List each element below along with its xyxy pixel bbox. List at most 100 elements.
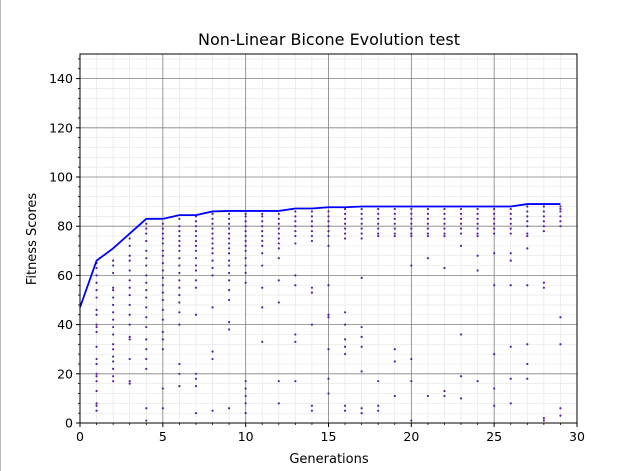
data-point — [277, 212, 280, 215]
data-point — [410, 212, 413, 215]
data-point — [112, 303, 115, 307]
data-point — [128, 286, 131, 289]
y-tick-label: 60 — [57, 268, 73, 283]
data-point — [228, 328, 231, 331]
data-point — [261, 286, 264, 289]
data-point — [178, 225, 181, 228]
data-point — [277, 222, 280, 225]
data-point — [542, 210, 545, 213]
data-point — [310, 210, 314, 213]
data-point — [112, 348, 115, 351]
data-point — [145, 316, 148, 319]
data-point — [145, 281, 148, 284]
data-point — [393, 394, 396, 398]
data-point — [327, 225, 330, 228]
data-point — [178, 249, 181, 252]
data-point — [145, 338, 148, 341]
data-point — [493, 222, 496, 225]
data-point — [327, 392, 330, 395]
data-point — [327, 313, 330, 316]
data-point — [310, 215, 314, 218]
y-axis-ticks: 0 20 40 60 80 100 120 140 — [49, 58, 80, 431]
data-point — [128, 269, 131, 272]
data-point — [493, 252, 496, 255]
data-point — [393, 348, 396, 351]
data-point — [145, 227, 148, 230]
data-point — [161, 242, 164, 245]
data-point — [145, 367, 148, 370]
data-point — [310, 291, 314, 294]
data-point — [95, 402, 98, 405]
data-point — [244, 380, 247, 383]
data-point — [443, 266, 446, 270]
x-tick-label: 30 — [569, 429, 585, 444]
y-tick-label: 20 — [57, 366, 73, 381]
data-point — [443, 232, 446, 235]
data-point — [294, 242, 297, 245]
data-point — [145, 325, 148, 329]
data-point — [327, 284, 330, 287]
data-point — [211, 350, 214, 353]
best-fitness-line — [79, 203, 561, 308]
data-point — [145, 348, 148, 351]
data-point — [95, 296, 98, 299]
data-point — [178, 301, 181, 304]
data-point — [526, 225, 529, 228]
y-tick-label: 120 — [49, 120, 73, 135]
data-point — [277, 279, 280, 282]
data-point — [493, 404, 496, 407]
data-point — [393, 222, 396, 225]
data-point — [211, 212, 214, 215]
data-point — [228, 289, 231, 292]
data-point — [559, 215, 562, 218]
data-point — [294, 210, 297, 213]
data-point — [194, 220, 198, 223]
data-point — [211, 306, 214, 309]
data-point — [277, 257, 280, 260]
data-point — [360, 207, 363, 211]
data-point — [178, 239, 181, 243]
data-point — [244, 212, 247, 215]
data-point — [459, 375, 463, 378]
data-point — [526, 220, 529, 223]
data-point — [459, 222, 463, 225]
data-point — [310, 230, 314, 233]
data-point — [128, 303, 131, 307]
data-point — [410, 207, 413, 211]
data-point — [194, 234, 198, 238]
data-point — [161, 284, 164, 287]
data-point — [194, 279, 198, 282]
data-point — [294, 234, 297, 238]
data-point — [228, 247, 231, 250]
data-point — [112, 318, 115, 321]
data-point — [128, 335, 131, 338]
data-point — [343, 311, 347, 314]
data-point — [410, 234, 413, 238]
data-point — [145, 407, 148, 410]
data-point — [228, 212, 231, 215]
data-point — [145, 232, 148, 235]
data-point — [261, 230, 264, 233]
data-point — [559, 210, 562, 213]
data-point — [128, 338, 131, 341]
data-point — [360, 345, 363, 348]
major-grid — [79, 54, 578, 424]
data-point — [161, 276, 164, 279]
data-point — [459, 397, 463, 400]
data-point — [294, 274, 297, 277]
data-point — [211, 252, 214, 255]
data-point — [145, 239, 148, 243]
data-point — [228, 252, 231, 255]
data-point — [95, 375, 98, 378]
data-point — [95, 330, 98, 334]
data-point — [509, 227, 512, 230]
data-point — [509, 217, 512, 220]
data-point — [459, 212, 463, 215]
data-point — [476, 254, 479, 257]
data-point — [476, 269, 479, 272]
data-point — [228, 271, 231, 275]
data-point — [426, 207, 429, 211]
data-point — [161, 249, 164, 252]
data-point — [426, 222, 429, 225]
x-tick-label: 0 — [76, 429, 84, 444]
